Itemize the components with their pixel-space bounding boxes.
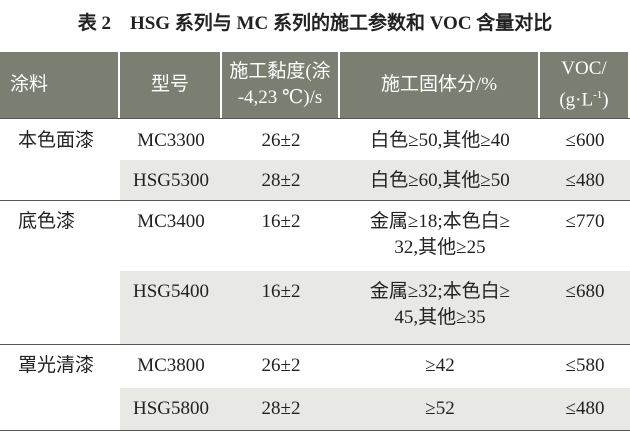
solids-text: ≥42 (425, 355, 455, 376)
voc-text: ≤680 (565, 281, 605, 302)
solids-cell: ≥42 (340, 345, 540, 388)
viscosity-text: 28±2 (261, 398, 301, 419)
viscosity-cell: 16±2 (222, 201, 340, 271)
viscosity-cell: 16±2 (222, 271, 340, 344)
model-text: HSG5400 (132, 281, 209, 302)
viscosity-cell: 28±2 (222, 160, 340, 200)
coating-cell: 底色漆 (0, 201, 120, 344)
coating-text: 本色面漆 (18, 130, 95, 151)
model-cell: MC3800 (120, 345, 222, 388)
viscosity-text: 28±2 (261, 170, 301, 191)
solids-text: ≥52 (425, 398, 455, 419)
solids-cell: 白色≥60,其他≥50 (340, 160, 540, 200)
coating-text: 罩光清漆 (18, 355, 95, 376)
header-cell: VOC/(g·L-1) (540, 52, 630, 118)
viscosity-cell: 28±2 (222, 388, 340, 430)
header-cell: 施工固体分/% (340, 52, 540, 118)
header-cell: 型号 (120, 52, 222, 118)
model-cell: HSG5800 (120, 388, 222, 430)
voc-text: ≤480 (565, 398, 605, 419)
voc-cell: ≤580 (540, 345, 630, 388)
solids-text: 白色≥50,其他≥40 (370, 130, 510, 151)
header-text: -4,23 ℃)/s (237, 87, 323, 108)
solids-text: 金属≥18;本色白≥ (369, 211, 511, 232)
table-title: 表 2 HSG 系列与 MC 系列的施工参数和 VOC 含量对比 (77, 13, 553, 34)
voc-cell: ≤600 (540, 120, 630, 160)
rule (0, 344, 630, 345)
voc-cell: ≤680 (540, 271, 630, 344)
voc-text: ≤600 (565, 130, 605, 151)
model-text: HSG5800 (132, 398, 209, 419)
header-text: ) (602, 89, 609, 111)
voc-cell: ≤770 (540, 201, 630, 271)
viscosity-text: 26±2 (261, 355, 301, 376)
header-cell: 涂料 (0, 52, 120, 118)
header-cell: 施工黏度(涂 -4,23 ℃)/s (222, 52, 340, 118)
voc-text: ≤480 (565, 170, 605, 191)
rule (0, 118, 630, 119)
model-text: HSG5300 (132, 170, 209, 191)
coating-cell: 本色面漆 (0, 120, 120, 200)
header-text: 施工固体分/% (380, 74, 498, 95)
model-cell: MC3400 (120, 201, 222, 271)
voc-cell: ≤480 (540, 388, 630, 430)
solids-text: 45,其他≥35 (394, 307, 486, 328)
rule (0, 430, 630, 431)
viscosity-text: 16±2 (261, 211, 301, 232)
model-cell: HSG5300 (120, 160, 222, 200)
viscosity-text: 16±2 (261, 281, 301, 302)
viscosity-text: 26±2 (261, 130, 301, 151)
header-text: VOC/ (561, 58, 607, 80)
header-unit: (g·L-1) (559, 82, 608, 113)
voc-text: ≤770 (565, 211, 605, 232)
solids-cell: ≥52 (340, 388, 540, 430)
model-text: MC3400 (137, 211, 205, 232)
header-text: -1 (593, 89, 603, 102)
viscosity-cell: 26±2 (222, 345, 340, 388)
rule (0, 200, 630, 201)
solids-text: 白色≥60,其他≥50 (370, 170, 510, 191)
header-text: 涂料 (10, 74, 49, 95)
viscosity-cell: 26±2 (222, 120, 340, 160)
model-cell: MC3300 (120, 120, 222, 160)
header-text: (g·L (559, 89, 594, 111)
solids-cell: 金属≥32;本色白≥ 45,其他≥35 (340, 271, 540, 344)
model-text: MC3800 (137, 355, 205, 376)
model-text: MC3300 (137, 130, 205, 151)
solids-text: 32,其他≥25 (394, 237, 486, 258)
header-text: 型号 (150, 74, 189, 95)
coating-text: 底色漆 (18, 211, 76, 232)
solids-cell: 白色≥50,其他≥40 (340, 120, 540, 160)
solids-text: 金属≥32;本色白≥ (369, 281, 511, 302)
solids-cell: 金属≥18;本色白≥ 32,其他≥25 (340, 201, 540, 271)
model-cell: HSG5400 (120, 271, 222, 344)
header-text: 施工黏度(涂 (229, 61, 331, 82)
voc-cell: ≤480 (540, 160, 630, 200)
voc-text: ≤580 (565, 355, 605, 376)
coating-cell: 罩光清漆 (0, 345, 120, 430)
